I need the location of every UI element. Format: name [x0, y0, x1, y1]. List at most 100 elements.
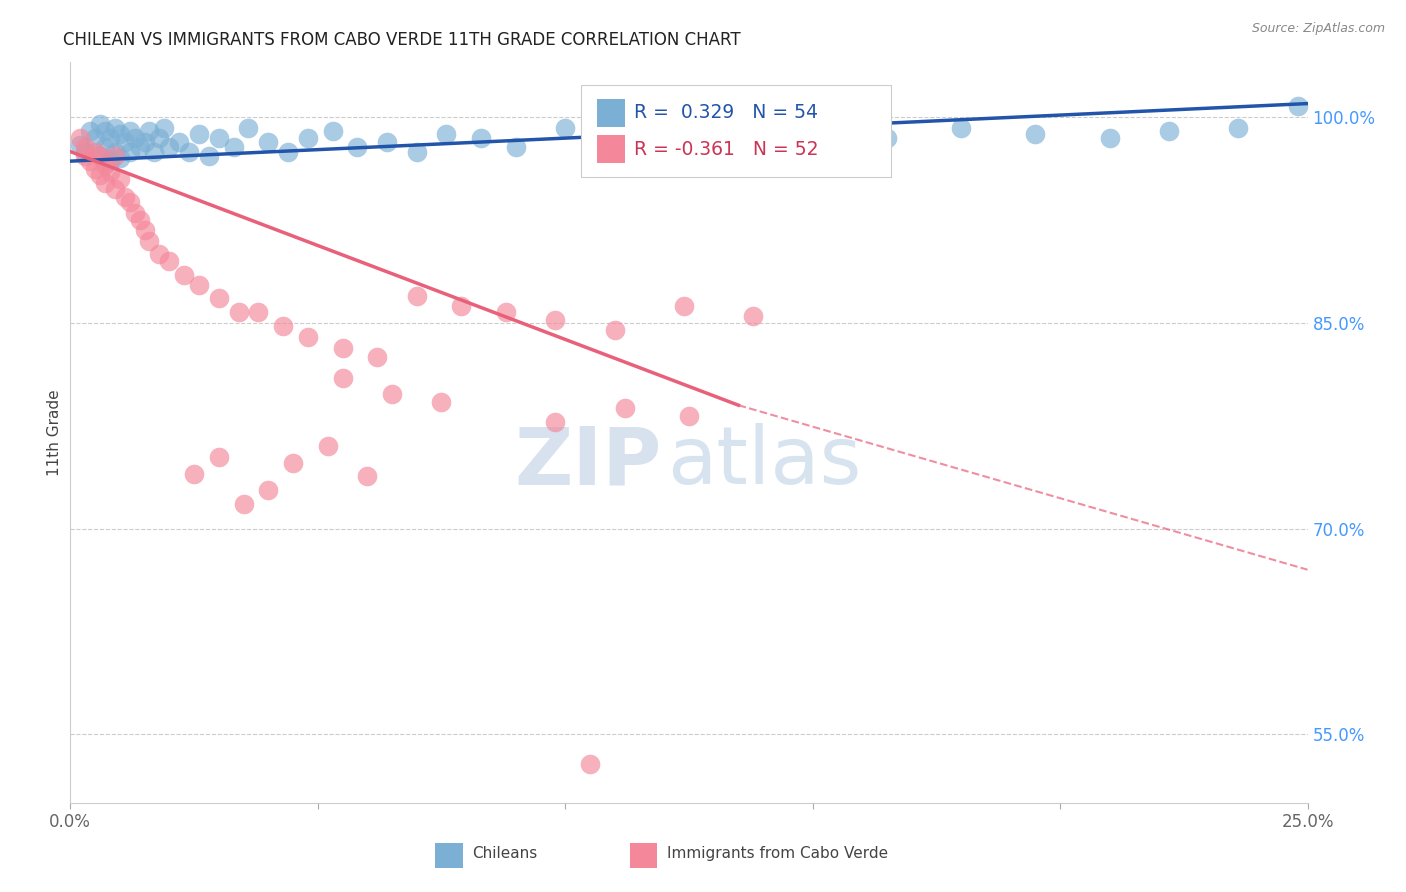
- Point: [153, 121, 176, 136]
- Point: [114, 135, 136, 149]
- Text: Source: ZipAtlas.com: Source: ZipAtlas.com: [1251, 22, 1385, 36]
- Text: R = -0.361   N = 52: R = -0.361 N = 52: [634, 139, 820, 159]
- Point: [277, 145, 299, 159]
- Point: [613, 401, 636, 415]
- Point: [98, 131, 121, 145]
- Point: [94, 140, 117, 154]
- Point: [148, 131, 170, 145]
- Point: [742, 309, 765, 323]
- Point: [188, 127, 211, 141]
- Point: [183, 467, 205, 481]
- Point: [188, 277, 211, 292]
- Point: [672, 140, 695, 154]
- Point: [128, 213, 150, 227]
- Point: [108, 172, 131, 186]
- Point: [405, 145, 427, 159]
- Point: [381, 387, 404, 401]
- FancyBboxPatch shape: [598, 135, 624, 163]
- Point: [247, 305, 270, 319]
- Point: [208, 291, 231, 305]
- Point: [737, 135, 759, 149]
- Point: [1227, 121, 1250, 136]
- Point: [79, 154, 101, 169]
- Point: [79, 124, 101, 138]
- Point: [75, 149, 97, 163]
- Point: [138, 124, 160, 138]
- Point: [232, 497, 254, 511]
- Point: [157, 140, 180, 154]
- Text: atlas: atlas: [666, 423, 860, 501]
- Point: [118, 124, 141, 138]
- Point: [198, 149, 221, 163]
- Point: [118, 145, 141, 159]
- Point: [257, 483, 280, 498]
- Point: [238, 121, 260, 136]
- Point: [450, 300, 472, 314]
- Point: [678, 409, 700, 424]
- Y-axis label: 11th Grade: 11th Grade: [46, 389, 62, 476]
- Point: [148, 247, 170, 261]
- Point: [579, 757, 602, 772]
- Point: [1157, 124, 1180, 138]
- Point: [84, 162, 107, 177]
- Point: [297, 329, 319, 343]
- Point: [143, 145, 166, 159]
- Point: [94, 158, 117, 172]
- Point: [208, 131, 231, 145]
- FancyBboxPatch shape: [436, 843, 463, 868]
- Point: [98, 154, 121, 169]
- Point: [332, 341, 354, 355]
- Point: [94, 124, 117, 138]
- Point: [134, 223, 156, 237]
- Point: [124, 206, 146, 220]
- Point: [208, 450, 231, 465]
- Point: [257, 135, 280, 149]
- Point: [1098, 131, 1121, 145]
- Point: [228, 305, 250, 319]
- Point: [69, 137, 91, 152]
- Point: [505, 140, 527, 154]
- Point: [134, 135, 156, 149]
- Point: [603, 323, 626, 337]
- Point: [544, 313, 567, 327]
- Point: [554, 121, 576, 136]
- Point: [69, 131, 91, 145]
- FancyBboxPatch shape: [581, 85, 890, 178]
- Point: [281, 456, 304, 470]
- Point: [322, 124, 344, 138]
- Point: [104, 149, 127, 163]
- Text: ZIP: ZIP: [515, 423, 662, 501]
- Point: [375, 135, 398, 149]
- Point: [332, 371, 354, 385]
- Point: [173, 268, 195, 282]
- Point: [89, 117, 111, 131]
- Text: CHILEAN VS IMMIGRANTS FROM CABO VERDE 11TH GRADE CORRELATION CHART: CHILEAN VS IMMIGRANTS FROM CABO VERDE 11…: [63, 31, 741, 49]
- Point: [672, 300, 695, 314]
- Point: [222, 140, 245, 154]
- FancyBboxPatch shape: [630, 843, 657, 868]
- Point: [118, 195, 141, 210]
- Point: [75, 145, 97, 159]
- Point: [108, 152, 131, 166]
- Point: [138, 234, 160, 248]
- Point: [89, 168, 111, 182]
- Point: [128, 140, 150, 154]
- Point: [108, 127, 131, 141]
- Point: [495, 305, 517, 319]
- Point: [297, 131, 319, 145]
- Point: [271, 318, 294, 333]
- Point: [84, 145, 107, 159]
- Point: [114, 190, 136, 204]
- Point: [157, 254, 180, 268]
- Point: [124, 131, 146, 145]
- Point: [544, 415, 567, 429]
- Point: [470, 131, 492, 145]
- Point: [167, 135, 190, 149]
- Point: [316, 439, 339, 453]
- Point: [346, 140, 368, 154]
- Point: [430, 395, 453, 409]
- FancyBboxPatch shape: [598, 99, 624, 127]
- Text: Immigrants from Cabo Verde: Immigrants from Cabo Verde: [666, 846, 887, 861]
- Point: [89, 149, 111, 163]
- Point: [98, 165, 121, 179]
